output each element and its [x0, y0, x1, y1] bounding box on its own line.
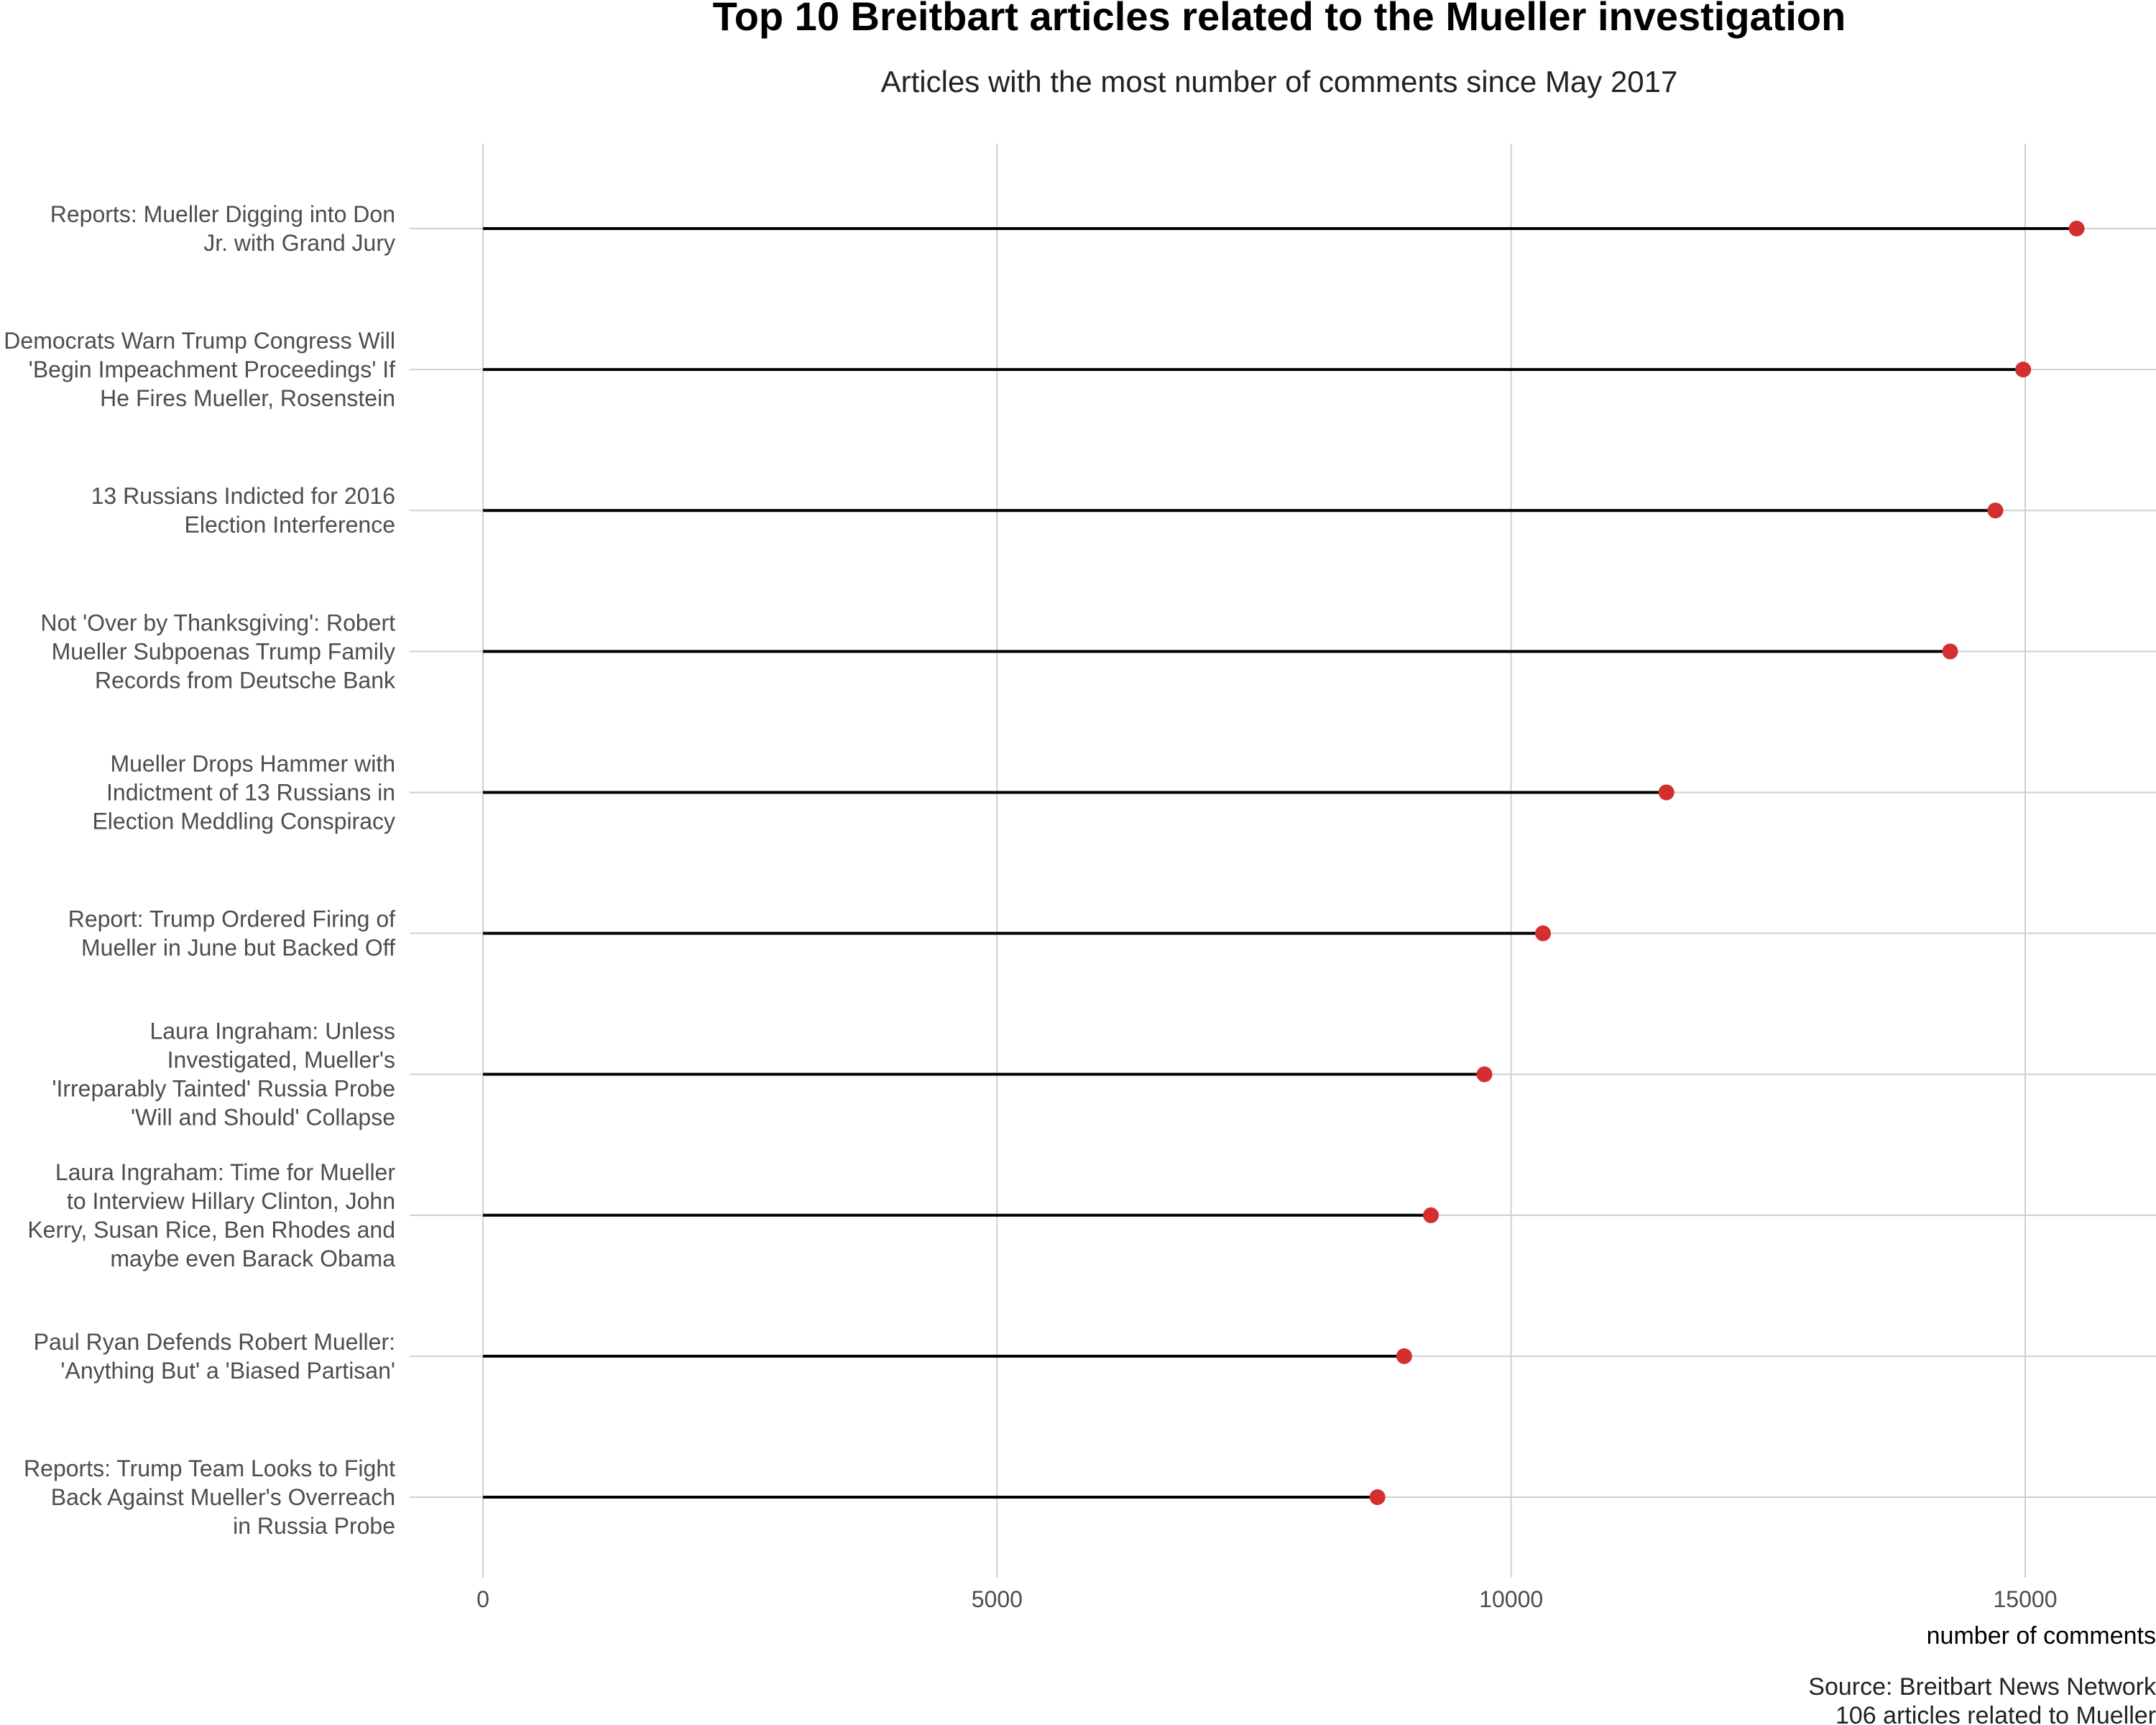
y-tick-label: 13 Russians Indicted for 2016 Election In… [91, 483, 395, 538]
y-tick-label: Mueller Drops Hammer with Indictment of 1… [92, 750, 395, 834]
y-tick-label-line: Election Interference [185, 512, 396, 538]
y-tick-label-line: in Russia Probe [233, 1513, 395, 1539]
data-point [1987, 502, 2004, 519]
data-point [2015, 362, 2032, 378]
y-tick-label-line: Report: Trump Ordered Firing of [68, 906, 395, 932]
y-tick-label-line: Laura Ingraham: Unless [149, 1018, 395, 1044]
chart-title: Top 10 Breitbart articles related to the… [713, 0, 1846, 39]
y-tick-label-line: Back Against Mueller's Overreach [51, 1484, 395, 1510]
y-tick-label-line: 'Irreparably Tainted' Russia Probe [52, 1076, 395, 1102]
y-tick-label-line: Indictment of 13 Russians in [106, 779, 395, 805]
caption-count: 106 articles related to Mueller [1835, 1702, 2156, 1725]
x-tick-label: 15000 [1994, 1586, 2058, 1612]
y-tick-label-line: Not 'Over by Thanksgiving': Robert [40, 610, 395, 635]
x-tick-label: 0 [476, 1586, 489, 1612]
y-tick-label-line: Reports: Mueller Digging into Don [50, 201, 395, 227]
y-tick-label-line: 'Begin Impeachment Proceedings' If [29, 356, 395, 382]
y-tick-label-line: Laura Ingraham: Time for Mueller [55, 1159, 395, 1185]
y-tick-label-line: Mueller Drops Hammer with [110, 750, 395, 776]
y-tick-label-line: 'Anything But' a 'Biased Partisan' [60, 1358, 395, 1384]
y-axis-labels: Reports: Mueller Digging into Don Jr. wit… [4, 201, 396, 1539]
data-point [1423, 1207, 1439, 1223]
data-point [2068, 221, 2085, 236]
y-tick-label-line: Paul Ryan Defends Robert Mueller: [34, 1329, 395, 1355]
y-tick-label-line: Democrats Warn Trump Congress Will [4, 328, 395, 354]
y-tick-label-line: Mueller in June but Backed Off [81, 935, 395, 961]
y-tick-label: Laura Ingraham: Time for Mueller to Inter… [27, 1159, 395, 1271]
y-tick-label-line: Kerry, Susan Rice, Ben Rhodes and [27, 1217, 395, 1243]
y-tick-label-line: 'Will and Should' Collapse [131, 1105, 395, 1131]
y-tick-label-line: Records from Deutsche Bank [95, 667, 396, 693]
y-tick-label: Reports: Mueller Digging into Don Jr. wit… [50, 201, 395, 256]
data-point [1369, 1489, 1386, 1505]
y-tick-label-line: Reports: Trump Team Looks to Fight [24, 1455, 395, 1481]
y-tick-label-line: maybe even Barack Obama [110, 1246, 395, 1271]
y-tick-label-line: Mueller Subpoenas Trump Family [52, 638, 395, 664]
y-tick-label: Report: Trump Ordered Firing of Mueller i… [68, 906, 395, 961]
y-tick-label: Laura Ingraham: Unless Investigated, Muel… [52, 1018, 395, 1131]
y-tick-label: Paul Ryan Defends Robert Mueller: 'Anythi… [34, 1329, 395, 1384]
y-tick-label-line: Election Meddling Conspiracy [92, 808, 395, 834]
data-point [1476, 1066, 1493, 1082]
lollipop-series [483, 221, 2085, 1505]
y-tick-label-line: Investigated, Mueller's [167, 1047, 395, 1073]
gridlines [410, 144, 2156, 1578]
data-point [1658, 784, 1674, 801]
caption-source: Source: Breitbart News Network [1808, 1673, 2156, 1701]
y-tick-label: Not 'Over by Thanksgiving': Robert Muelle… [40, 610, 396, 693]
data-point [1396, 1348, 1412, 1364]
x-axis-title: number of comments [1927, 1622, 2156, 1650]
x-tick-label: 10000 [1479, 1586, 1543, 1612]
x-tick-label: 5000 [972, 1586, 1023, 1612]
y-tick-label: Democrats Warn Trump Congress Will 'Begin… [4, 328, 395, 411]
y-tick-label-line: to Interview Hillary Clinton, John [67, 1188, 395, 1214]
y-tick-label-line: Jr. with Grand Jury [203, 230, 395, 256]
data-point [1942, 643, 1958, 660]
data-point [1535, 925, 1552, 942]
chart-subtitle: Articles with the most number of comment… [881, 65, 1678, 98]
y-tick-label-line: He Fires Mueller, Rosenstein [100, 385, 395, 411]
y-tick-label: Reports: Trump Team Looks to Fight Back A… [24, 1455, 395, 1539]
y-tick-label-line: 13 Russians Indicted for 2016 [91, 483, 395, 509]
x-axis-ticks: 0 5000 10000 15000 [476, 1586, 2057, 1612]
